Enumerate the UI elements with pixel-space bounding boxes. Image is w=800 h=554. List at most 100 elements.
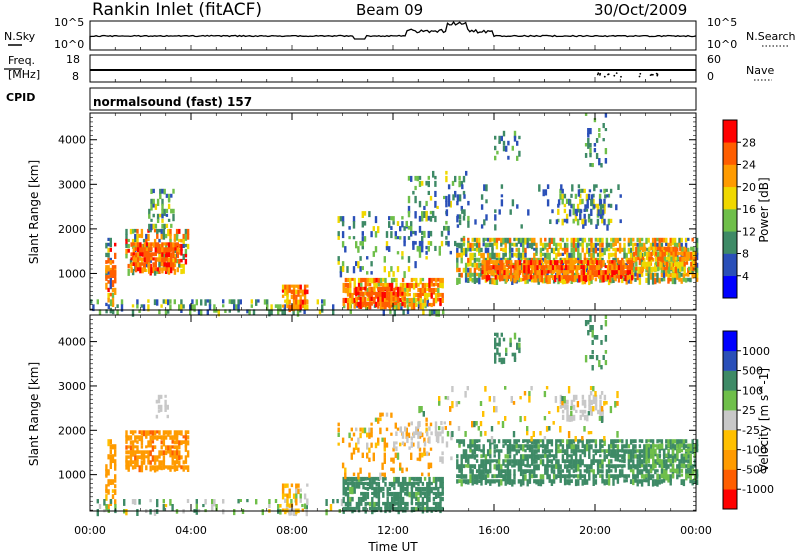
data-cell — [569, 270, 572, 274]
data-cell — [421, 282, 425, 289]
colorbar-tick-label: 24 — [742, 159, 756, 172]
data-cell — [574, 237, 578, 242]
data-cell — [295, 493, 298, 501]
data-cell — [443, 421, 446, 425]
data-cell — [671, 459, 675, 464]
data-cell — [138, 435, 141, 442]
data-cell — [504, 474, 507, 480]
data-cell — [111, 454, 115, 462]
data-cell — [381, 286, 384, 292]
data-cell — [660, 443, 664, 449]
data-cell — [295, 284, 298, 288]
data-cell — [208, 299, 212, 306]
data-cell — [385, 301, 389, 308]
data-cell — [439, 297, 442, 306]
data-cell — [348, 432, 351, 439]
data-cell — [359, 296, 362, 304]
data-cell — [662, 272, 666, 278]
data-cell — [353, 486, 356, 494]
data-cell — [612, 444, 615, 452]
data-cell — [580, 260, 583, 264]
data-cell — [530, 386, 533, 391]
data-cell — [167, 218, 171, 222]
data-cell — [434, 282, 438, 287]
data-cell — [399, 236, 402, 240]
data-cell — [610, 454, 613, 458]
data-cell — [434, 501, 438, 509]
data-cell — [523, 416, 527, 422]
data-cell — [550, 449, 554, 453]
data-cell — [385, 241, 389, 249]
data-cell — [475, 237, 479, 245]
data-cell — [165, 267, 168, 272]
data-cell — [397, 476, 400, 483]
data-cell — [500, 449, 503, 453]
data-cell — [409, 299, 412, 306]
data-cell — [349, 496, 352, 505]
data-cell — [651, 479, 655, 487]
data-cell — [567, 431, 571, 439]
data-cell — [607, 444, 611, 451]
data-cell — [381, 296, 384, 305]
data-cell — [525, 265, 528, 271]
data-cell — [616, 439, 620, 443]
data-cell — [160, 233, 163, 240]
data-cell — [366, 291, 369, 296]
data-cell — [632, 454, 635, 459]
data-cell — [373, 491, 376, 498]
data-cell — [290, 499, 293, 506]
freq-left-tick-top: 18 — [66, 53, 80, 66]
data-cell — [693, 479, 697, 484]
data-cell — [421, 481, 425, 486]
data-cell — [491, 277, 494, 285]
data-cell — [427, 180, 430, 188]
data-cell — [137, 252, 140, 258]
data-cell — [480, 194, 484, 200]
data-cell — [430, 302, 433, 308]
data-cell — [695, 237, 699, 244]
data-cell — [408, 287, 411, 292]
data-cell — [266, 304, 269, 311]
data-cell — [436, 205, 439, 209]
data-cell — [268, 309, 271, 317]
date-title: 30/Oct/2009 — [594, 1, 687, 19]
data-cell — [357, 277, 361, 285]
data-cell — [599, 459, 602, 466]
data-cell — [576, 208, 580, 213]
data-cell — [599, 409, 602, 417]
data-cell — [147, 304, 150, 312]
data-cell — [292, 294, 296, 302]
data-cell — [554, 260, 557, 266]
data-cell — [471, 262, 474, 268]
data-cell — [164, 404, 167, 412]
data-cell — [551, 260, 555, 265]
data-cell — [140, 455, 144, 460]
data-cell — [587, 193, 591, 201]
data-cell — [577, 449, 580, 453]
data-cell — [534, 270, 537, 278]
data-cell — [182, 440, 185, 444]
data-cell — [513, 479, 516, 485]
data-cell — [359, 432, 362, 439]
data-cell — [587, 320, 590, 325]
data-cell — [533, 237, 536, 245]
data-cell — [415, 426, 418, 433]
data-cell — [379, 277, 383, 285]
data-cell — [500, 184, 504, 189]
data-cell — [493, 464, 496, 470]
data-cell — [366, 481, 370, 486]
data-cell — [636, 449, 639, 453]
data-cell — [536, 275, 539, 279]
data-cell — [579, 237, 582, 241]
data-cell — [178, 460, 181, 468]
data-cell — [595, 224, 598, 229]
data-cell — [395, 431, 398, 436]
data-cell — [469, 454, 472, 459]
data-cell — [430, 282, 433, 287]
data-cell — [426, 431, 429, 437]
data-cell — [473, 237, 477, 242]
data-cell — [665, 267, 668, 274]
data-cell — [640, 474, 644, 479]
